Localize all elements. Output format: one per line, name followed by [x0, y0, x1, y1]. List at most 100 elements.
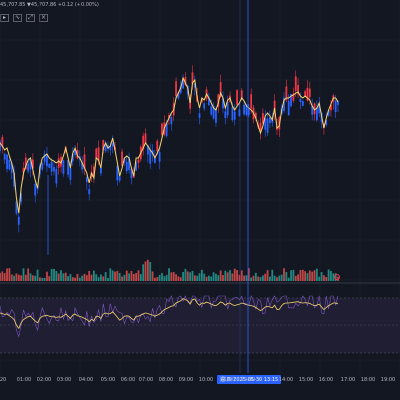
time-tick-label: 18:00: [360, 377, 376, 383]
volume-bar: [273, 275, 276, 281]
candle-body: [92, 166, 95, 177]
volume-bar: [102, 276, 105, 281]
volume-bar: [50, 268, 53, 281]
volume-bar: [308, 270, 311, 281]
volume-bar: [212, 272, 215, 281]
volume-bar: [29, 273, 32, 281]
candle-body: [22, 168, 25, 173]
volume-bar: [240, 270, 243, 281]
volume-bar: [306, 273, 309, 281]
candle-body: [337, 100, 339, 106]
volume-bar: [184, 268, 187, 281]
candle-body: [254, 112, 257, 119]
volume-bar: [257, 276, 260, 281]
candle-body: [219, 82, 222, 97]
volume-bar: [294, 275, 297, 281]
candle-body: [271, 119, 274, 123]
volume-bar: [39, 277, 41, 281]
volume-bar: [41, 277, 44, 281]
volume-bar: [311, 271, 314, 281]
volume-bar: [13, 275, 15, 281]
volume-bar: [168, 268, 170, 281]
time-tick-label: 20: [0, 377, 7, 383]
candle-body: [149, 149, 152, 164]
candle-body: [299, 98, 302, 102]
volume-bar: [125, 270, 128, 281]
candle-body: [325, 120, 328, 125]
candle-body: [137, 159, 140, 163]
ohlc-values: 45,707.85 ▼45,707.86 +0.12 (+0.00%): [0, 2, 99, 8]
candle-body: [191, 72, 194, 84]
candle-body: [24, 157, 27, 170]
volume-bar: [175, 274, 177, 281]
time-tick-label: 15:00: [298, 377, 314, 383]
volume-bar: [163, 276, 166, 281]
time-tick-label: 02:00: [36, 377, 52, 383]
volume-bar: [250, 277, 253, 281]
volume-bar: [95, 274, 98, 281]
volume-bar: [233, 268, 236, 281]
time-axis: 週 四 2025-05-30 13:15 20 01:00 02:00 03:00 04…: [0, 373, 400, 387]
volume-bar: [222, 275, 224, 281]
cursor-time-label: 週 四 2025-05-30 13:15: [217, 375, 282, 384]
volume-bar: [8, 268, 11, 281]
candle-body: [203, 103, 206, 109]
candle-body: [269, 117, 271, 123]
volume-bar: [1, 271, 4, 281]
candle-body: [146, 145, 149, 155]
volume-bar: [297, 274, 299, 281]
candle-body: [240, 90, 243, 100]
candle-body: [31, 159, 34, 169]
volume-bar: [100, 274, 102, 281]
close-icon[interactable]: ×: [39, 14, 48, 22]
candle-body: [102, 140, 105, 151]
price-chart[interactable]: [0, 0, 400, 373]
candle-body: [48, 163, 51, 168]
candle-body: [62, 160, 65, 174]
time-tick-label: 12:00: [240, 377, 256, 383]
volume-bar: [76, 273, 79, 281]
volume-bar: [283, 268, 285, 281]
expand-icon[interactable]: ⤢: [26, 14, 35, 22]
volume-bar: [92, 270, 95, 281]
volume-bar: [189, 272, 192, 281]
toolbar: ▸ ∿ ⤢ ×: [0, 14, 48, 24]
volume-bar: [130, 271, 133, 281]
candle-body: [27, 163, 30, 172]
candle-body: [168, 115, 170, 119]
volume-bar: [67, 276, 69, 281]
candle-body: [121, 151, 123, 166]
volume-bar: [243, 275, 246, 281]
volume-bar: [6, 268, 8, 281]
candle-body: [233, 111, 236, 120]
alert-icon[interactable]: [334, 274, 340, 280]
candle-body: [182, 78, 184, 89]
volume-bar: [259, 277, 262, 281]
candle-body: [116, 165, 119, 181]
volume-bar: [60, 270, 62, 281]
candle-body: [81, 162, 84, 170]
candle-body: [247, 109, 250, 115]
candle-body: [266, 118, 269, 133]
trend-icon[interactable]: ∿: [13, 14, 22, 22]
volume-bar: [114, 271, 116, 281]
candle-body: [13, 172, 15, 187]
candle-body: [226, 102, 229, 116]
candle-body: [273, 100, 276, 114]
candle-body: [118, 176, 121, 181]
candle-body: [308, 88, 311, 98]
candle-body: [69, 168, 72, 180]
candle-body: [297, 85, 299, 95]
volume-bar: [31, 275, 34, 281]
candle-body: [111, 143, 114, 147]
volume-bar: [118, 273, 121, 281]
volume-bar: [177, 276, 180, 281]
volume-bar: [15, 273, 18, 281]
volume-bar: [318, 276, 321, 281]
volume-bar: [97, 277, 100, 281]
cursor-icon[interactable]: ▸: [0, 14, 9, 22]
candle-body: [6, 154, 8, 169]
volume-bar: [196, 275, 199, 281]
candle-body: [306, 87, 309, 101]
volume-bar: [151, 271, 154, 281]
